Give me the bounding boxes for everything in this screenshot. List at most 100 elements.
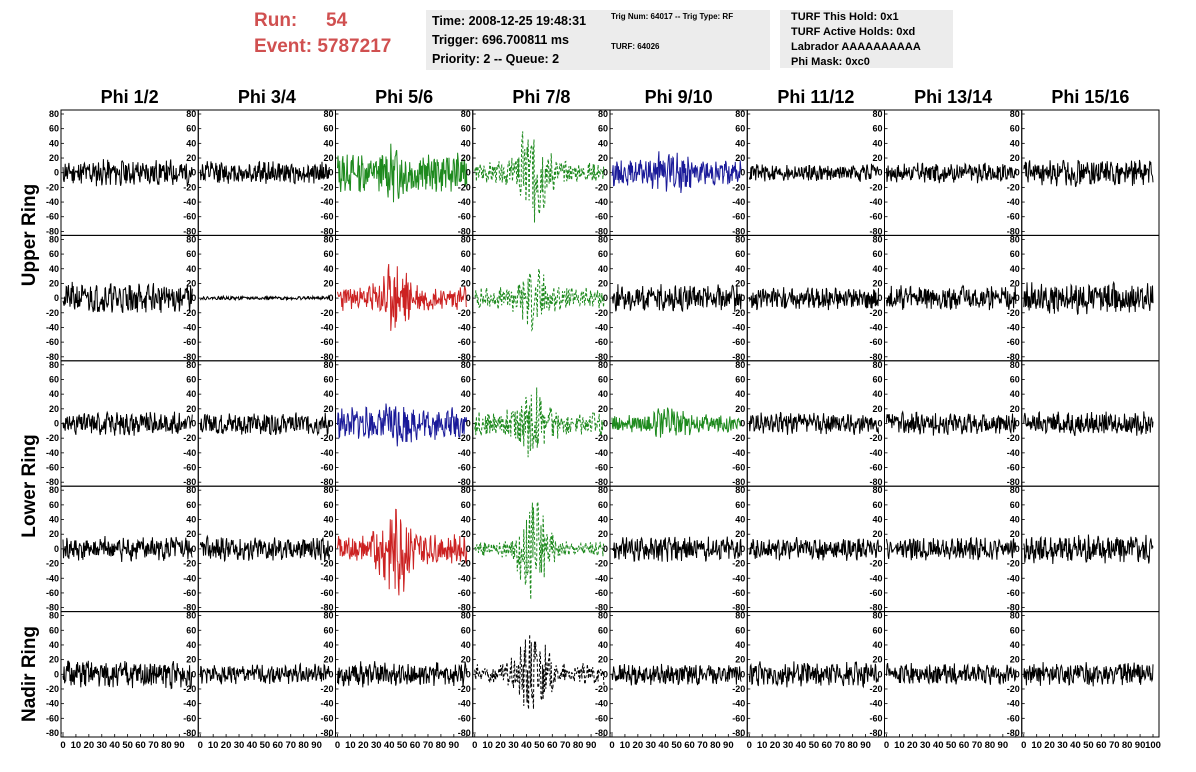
y-tick-label: 60 [461,249,471,259]
y-tick-label: -80 [869,352,882,362]
x-tick-label: 30 [508,740,519,751]
waveform-trace [748,661,879,689]
y-tick-label: 0 [328,544,333,554]
y-tick-label: -60 [1007,212,1020,222]
y-tick-label: 60 [1010,124,1020,134]
y-tick-label: -80 [183,226,196,236]
run-event-info: Run: 54 Event: 5787217 [254,8,391,60]
waveform-trace [886,284,1017,311]
y-tick-label: 20 [598,153,608,163]
y-tick-label: 80 [461,234,471,244]
y-tick-label: -40 [595,197,608,207]
y-tick-label: -80 [46,352,59,362]
y-tick-label: 0 [54,669,59,679]
y-tick-label: -80 [458,728,471,738]
y-tick-label: 40 [598,515,608,525]
y-tick-label: -40 [732,448,745,458]
y-tick-label: 0 [603,419,608,429]
waveform-trace [611,536,742,562]
y-tick-label: -20 [46,182,59,192]
y-tick-label: 40 [598,389,608,399]
y-tick-label: 60 [461,374,471,384]
y-tick-label: 20 [872,153,882,163]
y-tick-label: -80 [320,477,333,487]
y-tick-label: 80 [1010,611,1020,621]
y-tick-label: -20 [320,684,333,694]
y-tick-label: 80 [735,360,745,370]
x-tick-label: 40 [247,740,258,751]
y-tick-label: 60 [598,374,608,384]
y-tick-label: 0 [191,544,196,554]
y-tick-label: 40 [461,138,471,148]
y-tick-label: -20 [458,308,471,318]
y-tick-label: 20 [323,655,333,665]
y-tick-label: 60 [49,374,59,384]
y-tick-label: -40 [320,448,333,458]
x-tick-label: 70 [1109,740,1120,751]
y-tick-label: -60 [595,212,608,222]
column-header: Phi 3/4 [237,87,296,107]
x-tick-label: 50 [122,740,133,751]
y-tick-label: 60 [323,500,333,510]
y-tick-label: -80 [458,352,471,362]
y-tick-label: -60 [320,713,333,723]
y-tick-label: 0 [191,419,196,429]
waveform-trace [611,407,742,438]
y-tick-label: 20 [735,404,745,414]
y-tick-label: 80 [1010,485,1020,495]
x-tick-label: 30 [783,740,794,751]
trig-num-line: Trig Num: 64017 -- Trig Type: RF [611,12,734,21]
x-tick-label: 0 [472,740,477,751]
turf-active-line: TURF Active Holds: 0xd [791,26,916,38]
y-tick-label: 80 [735,109,745,119]
waveform-trace [62,281,193,313]
y-tick-label: 20 [461,404,471,414]
y-tick-label: -20 [183,433,196,443]
y-tick-label: 80 [49,360,59,370]
y-tick-label: 40 [735,640,745,650]
y-tick-label: 0 [877,293,882,303]
y-tick-label: 20 [1010,655,1020,665]
y-tick-label: 40 [49,515,59,525]
y-tick-label: 80 [872,611,882,621]
y-tick-label: -80 [320,603,333,613]
y-tick-label: -20 [732,684,745,694]
x-tick-label: 0 [609,740,614,751]
y-tick-label: 20 [735,529,745,539]
x-tick-label: 10 [482,740,493,751]
y-tick-label: 20 [1010,153,1020,163]
y-tick-label: 40 [872,264,882,274]
x-tick-label: 50 [946,740,957,751]
y-tick-label: -40 [595,322,608,332]
y-tick-label: -80 [320,728,333,738]
y-tick-label: -60 [458,713,471,723]
waveform-trace [199,662,330,685]
y-tick-label: -60 [46,713,59,723]
y-tick-label: 20 [872,529,882,539]
y-tick-label: 20 [1010,404,1020,414]
y-tick-label: 80 [323,234,333,244]
waveform-trace [886,536,1017,561]
y-tick-label: 60 [872,249,882,259]
y-tick-label: 80 [872,234,882,244]
y-tick-label: 80 [461,611,471,621]
y-tick-label: 40 [323,640,333,650]
y-tick-label: -80 [458,603,471,613]
x-tick-label: 0 [60,740,65,751]
waveform-trace [474,131,605,223]
y-tick-label: -40 [1007,448,1020,458]
y-tick-label: 60 [872,500,882,510]
y-tick-label: -40 [595,699,608,709]
x-tick-label: 50 [1083,740,1094,751]
x-tick-label: 40 [384,740,395,751]
y-tick-label: -60 [458,212,471,222]
y-tick-label: 0 [328,419,333,429]
waveform-trace [199,294,330,302]
y-tick-label: -20 [732,433,745,443]
y-tick-label: -60 [183,713,196,723]
y-tick-label: -40 [46,573,59,583]
y-tick-label: 20 [323,404,333,414]
y-tick-label: -40 [732,573,745,583]
y-tick-label: 60 [186,124,196,134]
y-tick-label: -40 [183,448,196,458]
